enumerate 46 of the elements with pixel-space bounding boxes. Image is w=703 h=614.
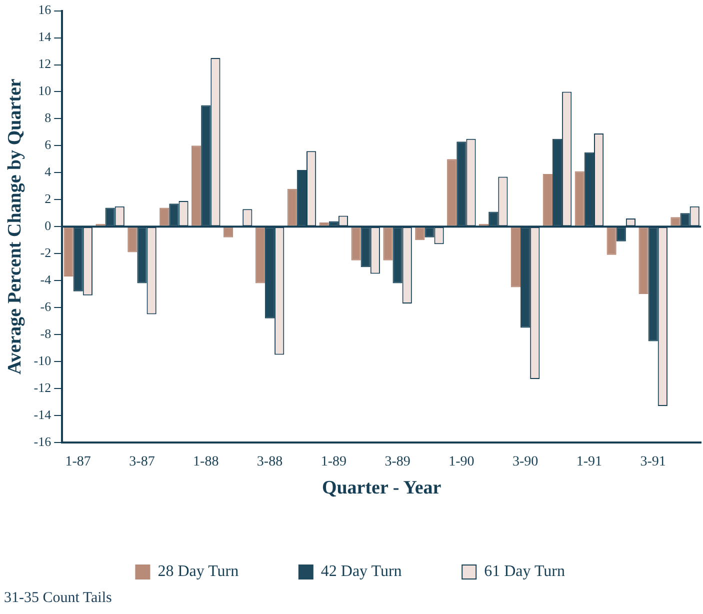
y-tick-label: -4 (40, 272, 52, 287)
bar (287, 188, 297, 226)
x-tick-label: 1-90 (448, 454, 474, 470)
bar (447, 159, 457, 226)
bar (351, 227, 361, 260)
bar (255, 227, 265, 284)
bar (160, 208, 170, 226)
x-axis-title: Quarter - Year (322, 478, 442, 499)
x-tick-label: 3-91 (640, 454, 666, 470)
y-tick-label: 0 (44, 218, 52, 234)
y-tick-label: 14 (38, 29, 52, 44)
bar (574, 171, 584, 226)
bar (383, 227, 393, 260)
bar (192, 146, 202, 226)
x-tick-label: 3-87 (129, 454, 155, 470)
bar (606, 227, 616, 255)
y-axis-title: Average Percent Change by Quarter (4, 78, 26, 375)
y-tick-label: 8 (44, 110, 52, 126)
x-tick-label: 3-90 (512, 454, 538, 470)
bar (542, 174, 552, 226)
legend-label: 42 Day Turn (320, 563, 402, 580)
x-tick-label: 3-88 (256, 454, 283, 470)
y-tick-label: -8 (40, 326, 52, 341)
bar (64, 227, 74, 277)
text: 31-35 Count Tails (4, 590, 112, 607)
legend-label: 28 Day Turn (158, 563, 239, 580)
y-tick-label: -2 (40, 244, 52, 260)
y-tick-label: -10 (34, 352, 52, 368)
y-tick-label: 10 (38, 83, 52, 98)
y-tick-label: 4 (44, 164, 52, 180)
legend-label: 61 Day Turn (484, 563, 566, 580)
y-tick-label: -6 (40, 298, 52, 314)
x-tick-label: 1-89 (320, 454, 346, 470)
y-tick-label: 2 (44, 191, 52, 206)
x-tick-label: 1-91 (576, 454, 602, 470)
x-tick-label: 1-87 (65, 454, 91, 470)
y-tick-label: -16 (34, 434, 52, 449)
y-tick-label: 16 (38, 2, 52, 18)
bar (510, 227, 521, 288)
x-tick-label: 3-89 (384, 454, 410, 470)
bar (638, 227, 648, 294)
y-tick-label: 12 (38, 56, 52, 72)
y-tick-label: -14 (34, 406, 52, 422)
y-tick-label: -12 (34, 380, 52, 395)
y-tick-label: 6 (44, 137, 52, 152)
x-tick-label: 1-88 (193, 454, 219, 470)
